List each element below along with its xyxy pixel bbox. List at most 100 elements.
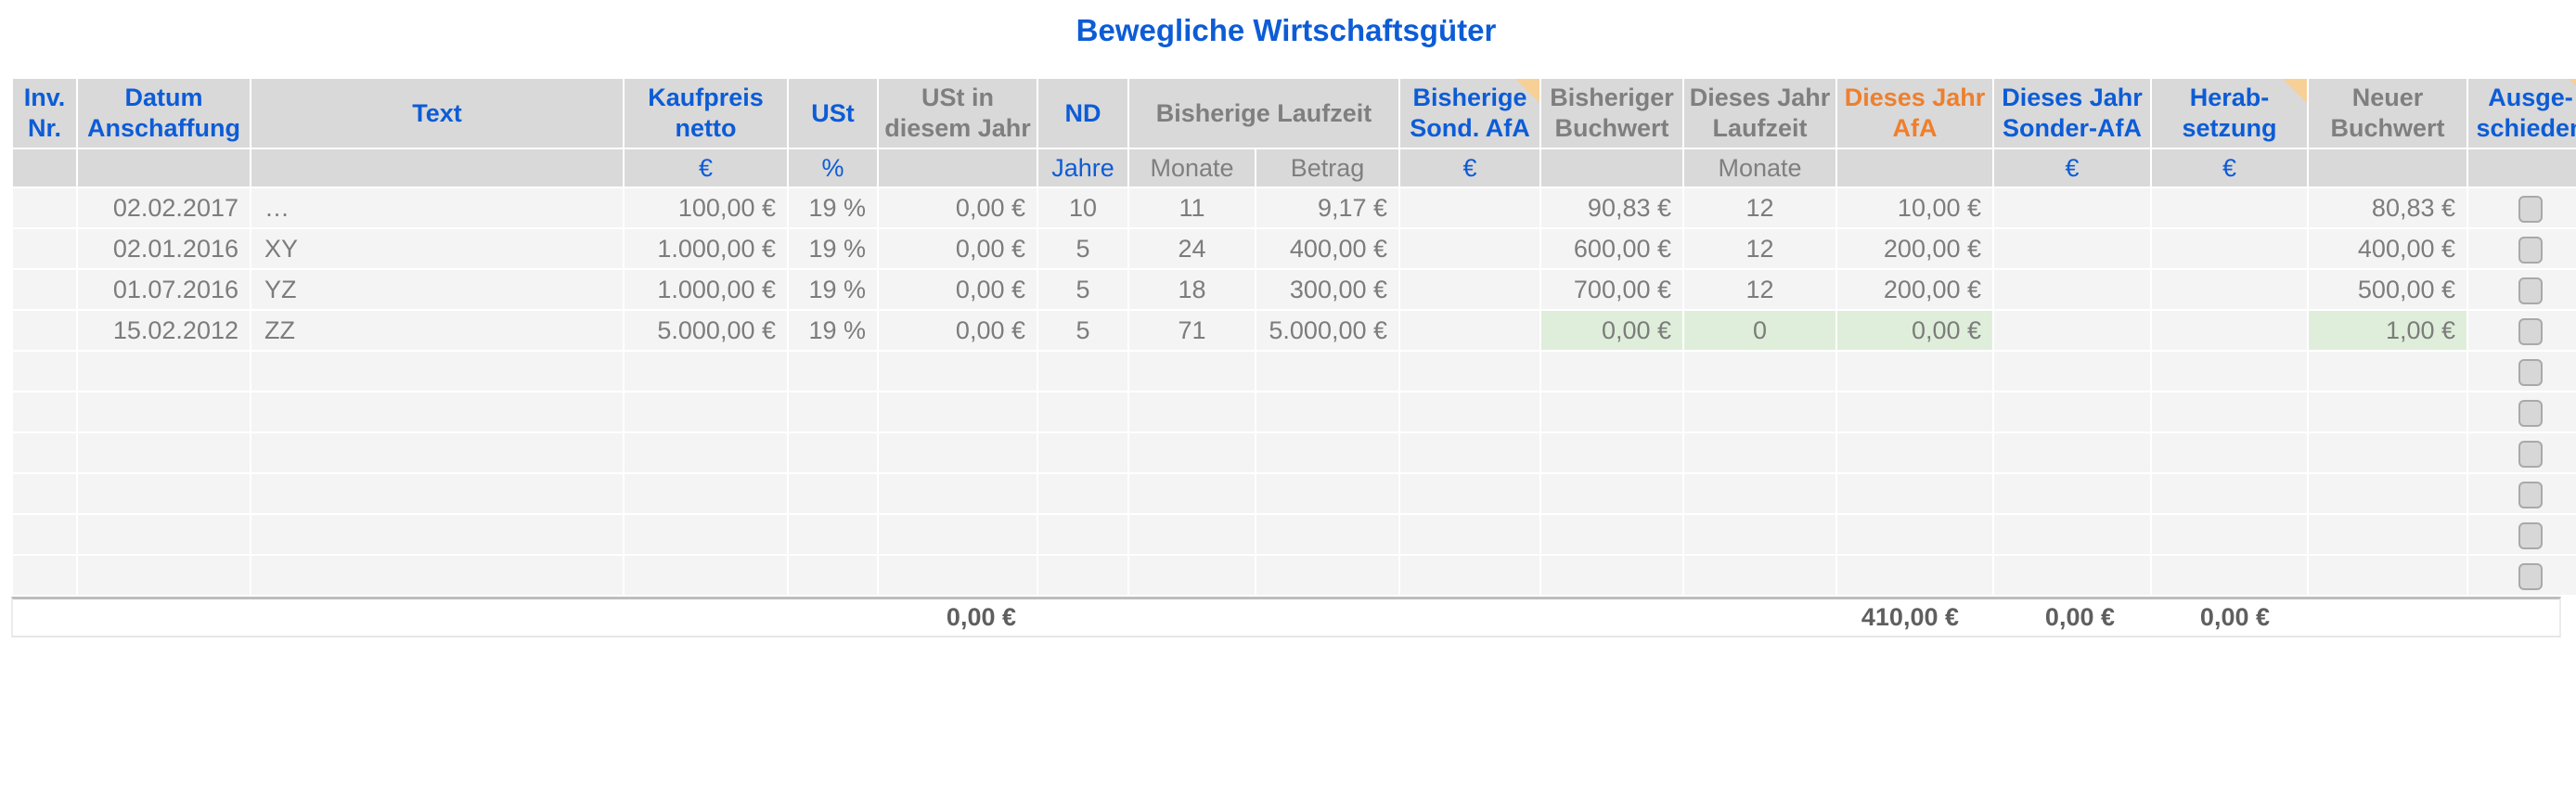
cell-r4-nd[interactable]: 5 <box>1038 311 1127 350</box>
cell-r3-ausgeschieden[interactable] <box>2468 270 2576 309</box>
cell-r6-dj_laufzeit[interactable] <box>1684 392 1836 431</box>
cell-r9-bish_buchwert[interactable] <box>1541 515 1683 554</box>
unit-header-datum[interactable] <box>78 149 250 187</box>
cell-r1-ausgeschieden[interactable] <box>2468 188 2576 227</box>
cell-r1-bish_sond_afa[interactable] <box>1400 188 1540 227</box>
cell-r3-neuer_buchwert[interactable]: 500,00 € <box>2309 270 2467 309</box>
cell-r1-monate[interactable]: 11 <box>1129 188 1255 227</box>
cell-r4-bish_sond_afa[interactable] <box>1400 311 1540 350</box>
cell-r2-dj_sonder_afa[interactable] <box>1994 229 2151 268</box>
cell-r10-dj_sonder_afa[interactable] <box>1994 556 2151 595</box>
cell-r10-neuer_buchwert[interactable] <box>2309 556 2467 595</box>
cell-r5-dj_sonder_afa[interactable] <box>1994 352 2151 391</box>
cell-r4-dj_sonder_afa[interactable] <box>1994 311 2151 350</box>
unit-header-neuer_buchwert[interactable] <box>2309 149 2467 187</box>
cell-r7-ausgeschieden[interactable] <box>2468 433 2576 472</box>
cell-r10-ausgeschieden[interactable] <box>2468 556 2576 595</box>
cell-r8-ust_jahr[interactable] <box>879 474 1037 513</box>
column-header-dj_laufzeit[interactable]: Dieses Jahr Laufzeit <box>1684 79 1836 148</box>
cell-r5-monate[interactable] <box>1129 352 1255 391</box>
cell-r8-bish_buchwert[interactable] <box>1541 474 1683 513</box>
unit-header-herabsetzung[interactable]: € <box>2152 149 2308 187</box>
cell-r10-ust_jahr[interactable] <box>879 556 1037 595</box>
column-header-herabsetzung[interactable]: Herab- setzung <box>2152 79 2308 148</box>
unit-header-text[interactable] <box>251 149 623 187</box>
cell-r1-dj_afa[interactable]: 10,00 € <box>1837 188 1993 227</box>
cell-r9-ust_jahr[interactable] <box>879 515 1037 554</box>
cell-r1-nd[interactable]: 10 <box>1038 188 1127 227</box>
cell-r3-nd[interactable]: 5 <box>1038 270 1127 309</box>
cell-r7-dj_afa[interactable] <box>1837 433 1993 472</box>
cell-r8-herabsetzung[interactable] <box>2152 474 2308 513</box>
cell-r8-betrag[interactable] <box>1256 474 1399 513</box>
cell-r6-betrag[interactable] <box>1256 392 1399 431</box>
cell-r8-dj_afa[interactable] <box>1837 474 1993 513</box>
total-dj_sonder_afa[interactable]: 0,00 € <box>2044 603 2115 631</box>
column-header-ausgeschieden[interactable]: Ausge- schieden <box>2468 79 2576 148</box>
cell-r8-inv_nr[interactable] <box>13 474 76 513</box>
cell-r9-monate[interactable] <box>1129 515 1255 554</box>
cell-r6-nd[interactable] <box>1038 392 1127 431</box>
cell-r4-inv_nr[interactable] <box>13 311 76 350</box>
column-header-neuer_buchwert[interactable]: Neuer Buchwert <box>2309 79 2467 148</box>
cell-r10-monate[interactable] <box>1129 556 1255 595</box>
cell-r9-bish_sond_afa[interactable] <box>1400 515 1540 554</box>
cell-r5-dj_afa[interactable] <box>1837 352 1993 391</box>
cell-r7-kaufpreis[interactable] <box>625 433 787 472</box>
cell-r5-datum[interactable] <box>78 352 250 391</box>
cell-r7-dj_sonder_afa[interactable] <box>1994 433 2151 472</box>
cell-r7-ust[interactable] <box>789 433 877 472</box>
cell-r9-inv_nr[interactable] <box>13 515 76 554</box>
cell-r10-kaufpreis[interactable] <box>625 556 787 595</box>
cell-r8-ausgeschieden[interactable] <box>2468 474 2576 513</box>
cell-r2-bish_buchwert[interactable]: 600,00 € <box>1541 229 1683 268</box>
column-header-text[interactable]: Text <box>251 79 623 148</box>
cell-r1-herabsetzung[interactable] <box>2152 188 2308 227</box>
cell-r7-nd[interactable] <box>1038 433 1127 472</box>
ausgeschieden-checkbox[interactable] <box>2518 440 2544 468</box>
cell-r8-monate[interactable] <box>1129 474 1255 513</box>
cell-r6-kaufpreis[interactable] <box>625 392 787 431</box>
cell-r5-nd[interactable] <box>1038 352 1127 391</box>
column-header-monate[interactable]: Bisherige Laufzeit <box>1129 79 1399 148</box>
cell-r9-dj_afa[interactable] <box>1837 515 1993 554</box>
ausgeschieden-checkbox[interactable] <box>2518 195 2544 223</box>
cell-r5-herabsetzung[interactable] <box>2152 352 2308 391</box>
cell-r2-nd[interactable]: 5 <box>1038 229 1127 268</box>
cell-r2-ausgeschieden[interactable] <box>2468 229 2576 268</box>
cell-r1-ust[interactable]: 19 % <box>789 188 877 227</box>
unit-header-dj_sonder_afa[interactable]: € <box>1994 149 2151 187</box>
cell-r9-betrag[interactable] <box>1256 515 1399 554</box>
cell-r10-dj_afa[interactable] <box>1837 556 1993 595</box>
cell-r2-monate[interactable]: 24 <box>1129 229 1255 268</box>
column-header-dj_afa[interactable]: Dieses Jahr AfA <box>1837 79 1993 148</box>
cell-r5-kaufpreis[interactable] <box>625 352 787 391</box>
cell-r2-herabsetzung[interactable] <box>2152 229 2308 268</box>
cell-r8-dj_sonder_afa[interactable] <box>1994 474 2151 513</box>
unit-header-ausgeschieden[interactable] <box>2468 149 2576 187</box>
cell-r6-dj_sonder_afa[interactable] <box>1994 392 2151 431</box>
cell-r4-kaufpreis[interactable]: 5.000,00 € <box>625 311 787 350</box>
cell-r1-neuer_buchwert[interactable]: 80,83 € <box>2309 188 2467 227</box>
cell-r5-neuer_buchwert[interactable] <box>2309 352 2467 391</box>
cell-r8-kaufpreis[interactable] <box>625 474 787 513</box>
cell-r9-ust[interactable] <box>789 515 877 554</box>
cell-r3-herabsetzung[interactable] <box>2152 270 2308 309</box>
cell-r3-betrag[interactable]: 300,00 € <box>1256 270 1399 309</box>
unit-header-monate[interactable]: Monate <box>1129 149 1255 187</box>
cell-r1-kaufpreis[interactable]: 100,00 € <box>625 188 787 227</box>
cell-r6-bish_sond_afa[interactable] <box>1400 392 1540 431</box>
cell-r10-ust[interactable] <box>789 556 877 595</box>
total-dj_afa[interactable]: 410,00 € <box>1861 603 1959 631</box>
cell-r3-dj_afa[interactable]: 200,00 € <box>1837 270 1993 309</box>
cell-r6-text[interactable] <box>251 392 623 431</box>
cell-r4-ausgeschieden[interactable] <box>2468 311 2576 350</box>
total-ust_jahr[interactable]: 0,00 € <box>946 603 1016 631</box>
column-header-ust_jahr[interactable]: USt in diesem Jahr <box>879 79 1037 148</box>
cell-r5-bish_buchwert[interactable] <box>1541 352 1683 391</box>
cell-r4-neuer_buchwert[interactable]: 1,00 € <box>2309 311 2467 350</box>
cell-r4-monate[interactable]: 71 <box>1129 311 1255 350</box>
ausgeschieden-checkbox[interactable] <box>2518 481 2544 508</box>
cell-r7-inv_nr[interactable] <box>13 433 76 472</box>
cell-r3-dj_laufzeit[interactable]: 12 <box>1684 270 1836 309</box>
